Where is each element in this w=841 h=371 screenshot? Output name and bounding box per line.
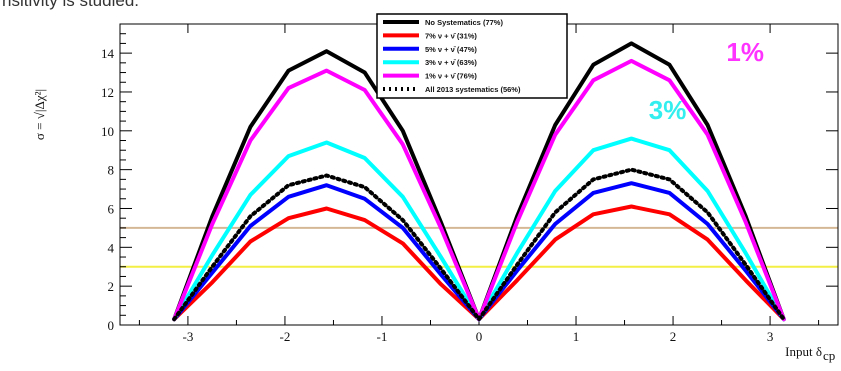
y-tick-label: 12 bbox=[101, 85, 114, 100]
y-tick-label: 2 bbox=[108, 279, 115, 294]
legend-label-0: No Systematics (77%) bbox=[425, 18, 503, 27]
annotation-0: 1% bbox=[726, 37, 764, 67]
annotations: 1% 3% bbox=[649, 37, 764, 125]
caption-text: nsitivity is studied. bbox=[2, 0, 139, 10]
legend-label-3: 3% ν + ν̄ (63%) bbox=[425, 58, 477, 67]
x-tick-label: 0 bbox=[476, 329, 483, 344]
x-tick-label: 3 bbox=[767, 329, 774, 344]
x-tick-label: -3 bbox=[182, 329, 193, 344]
series-curves bbox=[172, 41, 786, 322]
y-tick-label: 10 bbox=[101, 124, 114, 139]
x-tick-label: -1 bbox=[377, 329, 388, 344]
legend-label-1: 7% ν + ν̄ (31%) bbox=[425, 31, 477, 40]
annotation-1: 3% bbox=[649, 95, 687, 125]
series-line-5 bbox=[172, 167, 786, 322]
legend-box bbox=[376, 13, 568, 99]
series-line-1 bbox=[172, 204, 786, 322]
legend: No Systematics (77%) 7% ν + ν̄ (31%) 5% ν … bbox=[376, 13, 568, 99]
axis-labels: σ = √|Δχ²| Input δ cp bbox=[32, 89, 835, 363]
x-tick-label: 1 bbox=[573, 329, 580, 344]
x-axis-label-subscript: cp bbox=[823, 348, 835, 363]
legend-label-4: 1% ν + ν̄ (76%) bbox=[425, 72, 477, 81]
y-tick-label: 14 bbox=[101, 46, 115, 61]
x-axis-label: Input δ bbox=[785, 344, 822, 359]
y-tick-label: 8 bbox=[108, 163, 115, 178]
y-tick-label: 4 bbox=[108, 240, 115, 255]
y-tick-label: 6 bbox=[108, 201, 115, 216]
x-tick-label: 2 bbox=[670, 329, 677, 344]
legend-label-2: 5% ν + ν̄ (47%) bbox=[425, 45, 477, 54]
y-tick-label: 0 bbox=[108, 318, 115, 333]
y-axis-label: σ = √|Δχ²| bbox=[32, 89, 47, 140]
x-tick-label: -2 bbox=[280, 329, 291, 344]
legend-label-5: All 2013 systematics (56%) bbox=[425, 85, 521, 94]
